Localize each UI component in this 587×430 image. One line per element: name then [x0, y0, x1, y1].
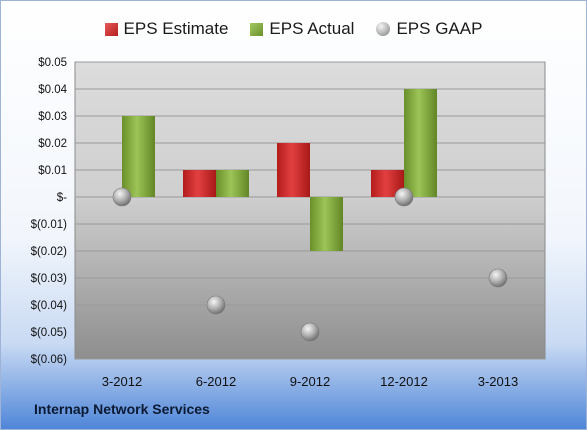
- point-eps-gaap: [112, 187, 132, 207]
- y-tick-label: $(0.03): [31, 273, 68, 285]
- company-name: Internap Network Services: [34, 401, 210, 417]
- legend-label-eps-gaap: EPS GAAP: [396, 19, 483, 38]
- y-tick-label: $(0.04): [31, 300, 68, 312]
- point-eps-gaap: [300, 322, 320, 342]
- legend-label-eps-actual: EPS Actual: [269, 19, 355, 38]
- bars: [122, 89, 437, 251]
- y-tick-label: $0.02: [38, 138, 67, 150]
- x-tick-label: 9-2012: [290, 374, 330, 389]
- legend-item-eps-actual: EPS Actual: [250, 19, 354, 39]
- bar-eps-actual: [404, 89, 437, 197]
- bar-eps-actual: [122, 116, 155, 197]
- point-eps-gaap: [394, 187, 414, 207]
- x-tick-label: 3-2013: [478, 374, 518, 389]
- y-tick-label: $0.03: [38, 111, 67, 123]
- y-tick-label: $(0.05): [31, 327, 68, 339]
- bar-eps-actual: [216, 170, 249, 197]
- legend-item-eps-estimate: EPS Estimate: [104, 19, 229, 39]
- bar-eps-estimate: [183, 170, 216, 197]
- y-tick-label: $(0.02): [31, 246, 68, 258]
- chart-legend: EPS Estimate EPS Actual EPS GAAP: [0, 17, 587, 41]
- gaap-points: [112, 187, 508, 342]
- x-tick-label: 12-2012: [380, 374, 428, 389]
- y-tick-label: $(0.01): [31, 219, 68, 231]
- y-tick-label: $0.01: [38, 165, 67, 177]
- legend-swatch-eps-gaap: [376, 22, 391, 36]
- y-tick-label: $-: [57, 192, 67, 204]
- x-axis: 3-2012 6-2012 9-2012 12-2012 3-2013: [102, 374, 518, 389]
- bar-eps-actual: [310, 197, 343, 251]
- legend-swatch-eps-actual: [250, 22, 264, 36]
- x-tick-label: 6-2012: [196, 374, 236, 389]
- point-eps-gaap: [206, 295, 226, 315]
- y-axis: $0.05 $0.04 $0.03 $0.02 $0.01 $- $(0.01) $(0.02…: [31, 57, 68, 366]
- point-eps-gaap: [488, 268, 508, 288]
- y-tick-label: $0.04: [38, 84, 67, 96]
- x-tick-label: 3-2012: [102, 374, 142, 389]
- y-tick-label: $0.05: [38, 57, 67, 69]
- legend-item-eps-gaap: EPS GAAP: [376, 19, 482, 39]
- y-tick-label: $(0.06): [31, 354, 68, 366]
- legend-swatch-eps-estimate: [104, 22, 118, 36]
- bar-eps-estimate: [277, 143, 310, 197]
- legend-label-eps-estimate: EPS Estimate: [123, 19, 229, 38]
